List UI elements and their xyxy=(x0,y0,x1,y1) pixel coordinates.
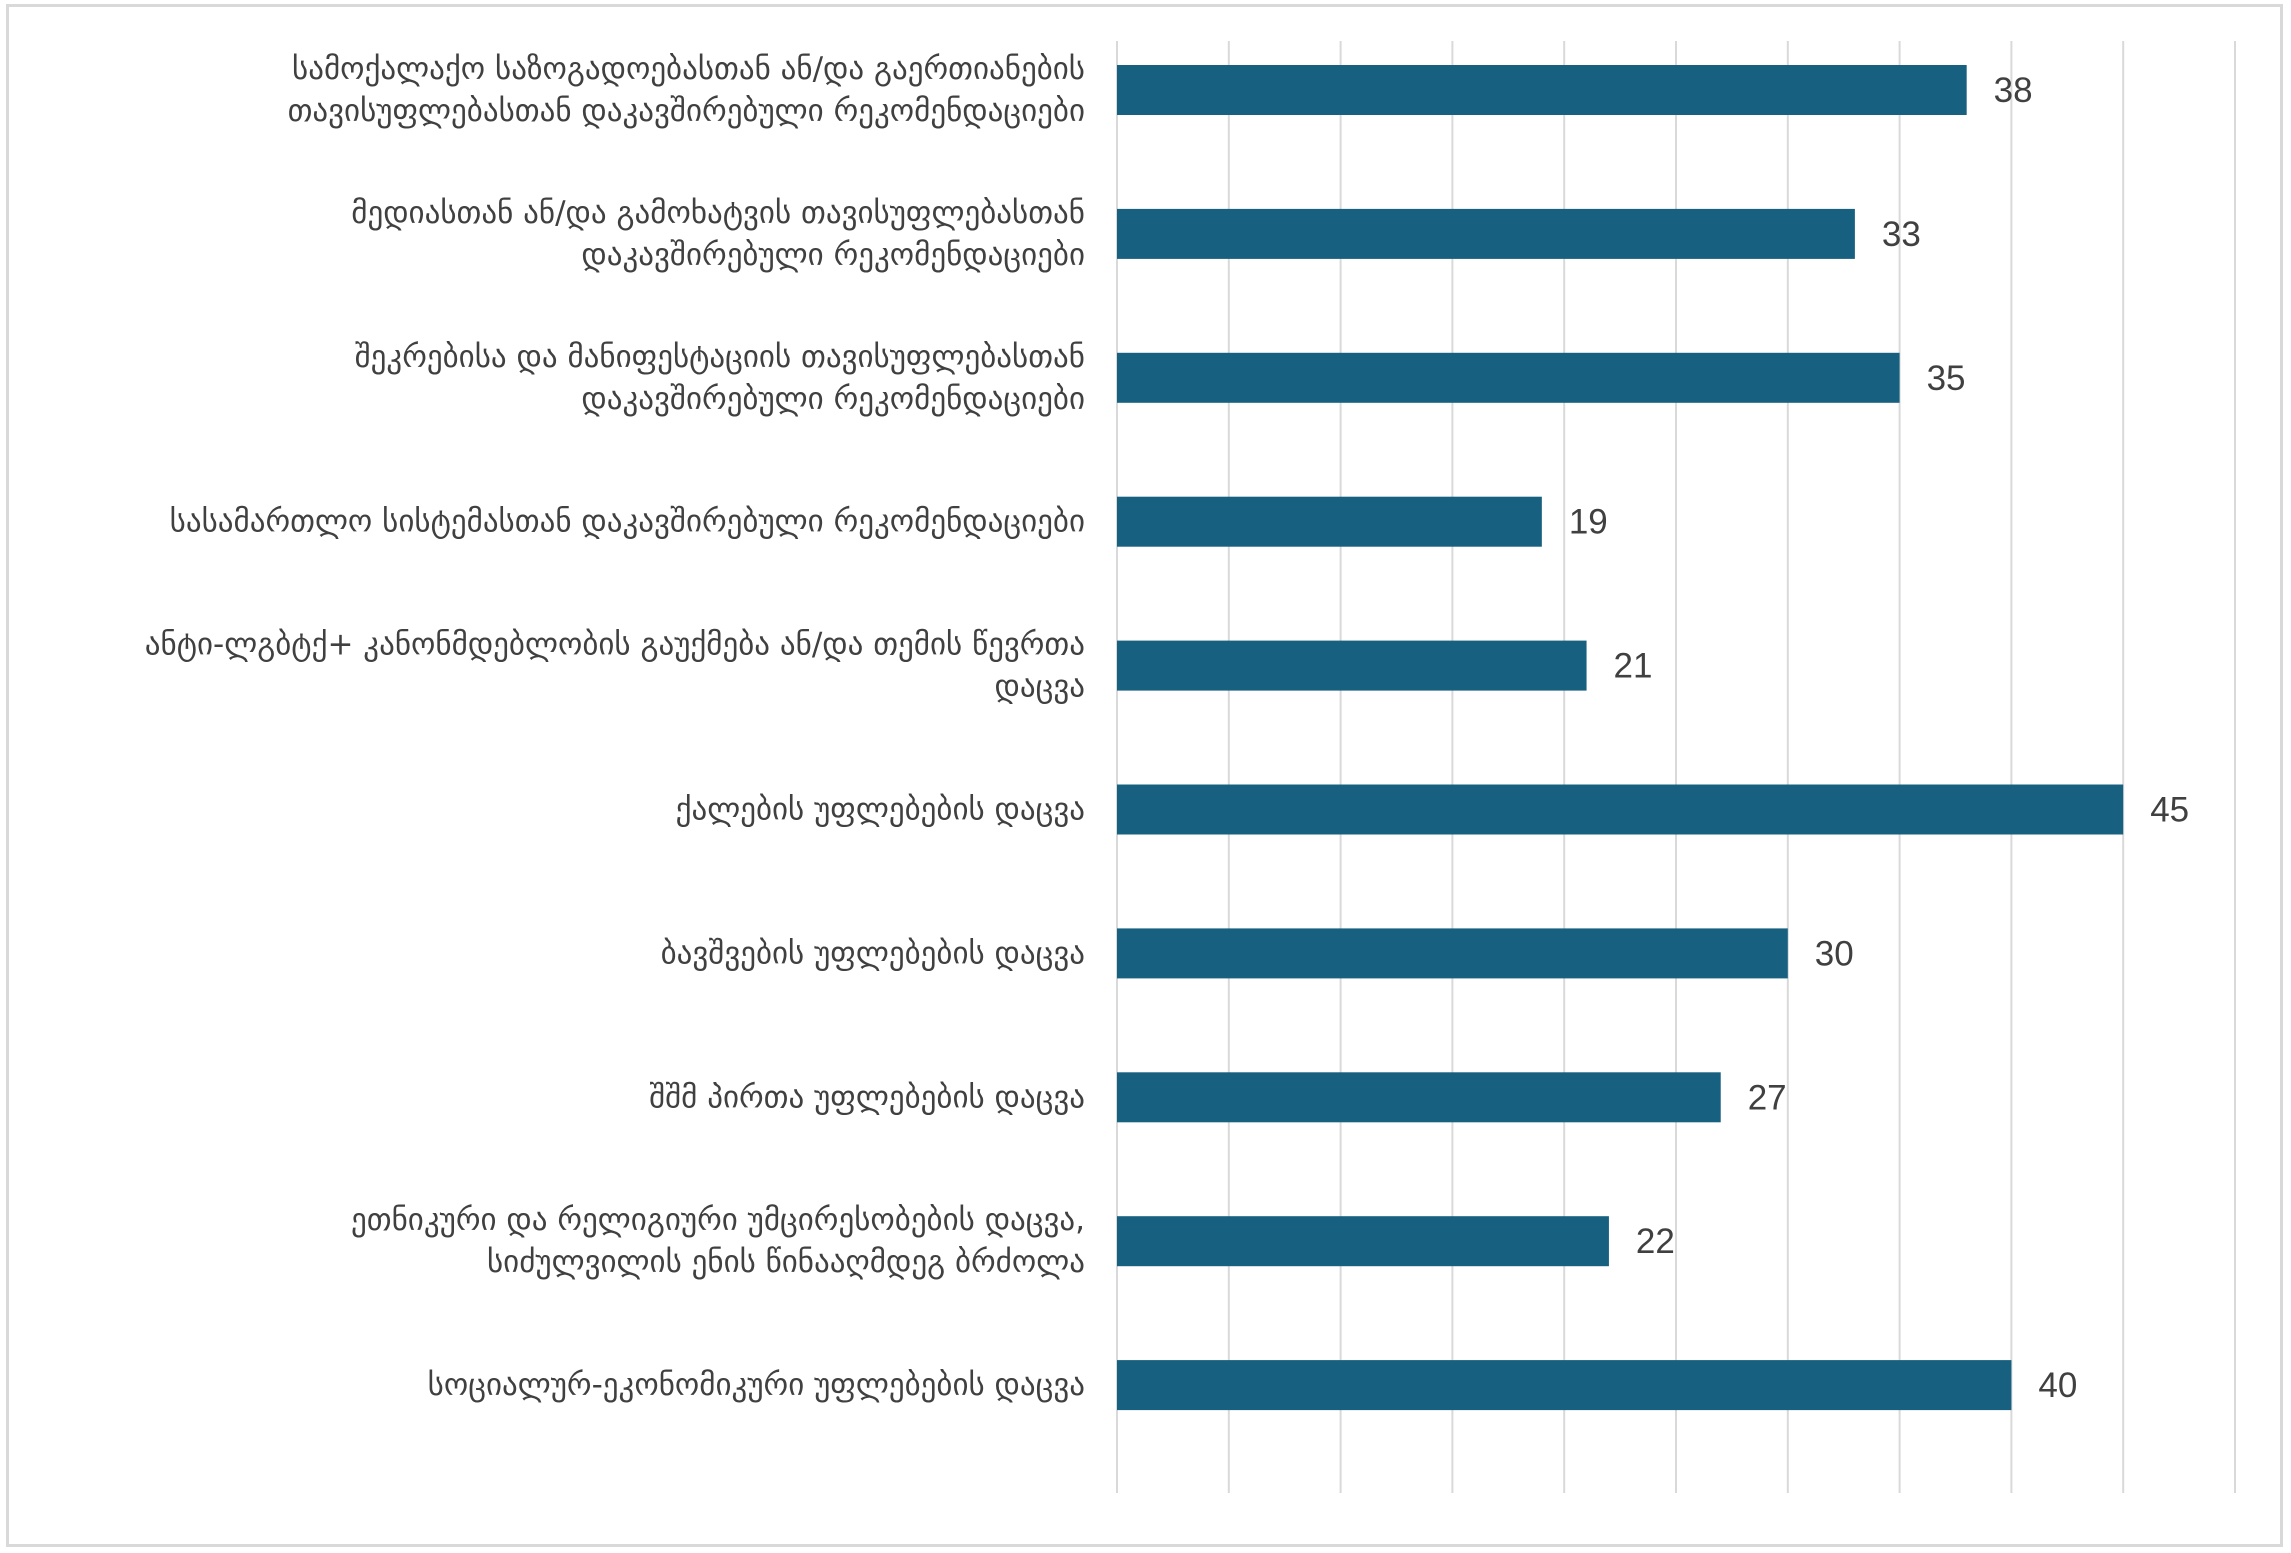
data-label: 35 xyxy=(1927,359,1966,398)
category-label-line: დაკავშირებული რეკომენდაციები xyxy=(581,381,1085,417)
data-label: 33 xyxy=(1882,215,1921,254)
category-label: შშმ პირთა უფლებების დაცვა xyxy=(649,1079,1085,1115)
category-label-line: სოციალურ-ეკონომიკური უფლებების დაცვა xyxy=(428,1367,1085,1403)
bar xyxy=(1117,65,1967,115)
data-label: 40 xyxy=(2038,1366,2077,1405)
bar xyxy=(1117,784,2124,835)
bar xyxy=(1117,1216,1609,1267)
bar xyxy=(1117,208,1855,259)
category-label: მედიასთან ან/და გამოხატვის თავისუფლებასთ… xyxy=(351,195,1085,273)
category-label: სამოქალაქო საზოგადოებასთან ან/და გაერთია… xyxy=(288,51,1085,129)
data-label: 27 xyxy=(1748,1078,1787,1117)
data-label: 30 xyxy=(1815,934,1854,973)
category-label-line: თავისუფლებასთან დაკავშირებული რეკომენდაც… xyxy=(288,93,1085,129)
category-label-line: შეკრებისა და მანიფესტაციის თავისუფლებასთ… xyxy=(355,339,1085,375)
data-label: 22 xyxy=(1636,1222,1675,1261)
bar-chart: სამოქალაქო საზოგადოებასთან ან/და გაერთია… xyxy=(145,41,2236,1493)
category-label: ეთნიკური და რელიგიური უმცირესობების დაცვ… xyxy=(351,1202,1085,1280)
category-label-line: შშმ პირთა უფლებების დაცვა xyxy=(649,1079,1085,1115)
category-label: შეკრებისა და მანიფესტაციის თავისუფლებასთ… xyxy=(355,339,1085,417)
category-label-line: ქალების უფლებების დაცვა xyxy=(676,792,1085,828)
chart-frame: სამოქალაქო საზოგადოებასთან ან/და გაერთია… xyxy=(6,4,2283,1547)
category-label-line: სიძულვილის ენის წინააღმდეგ ბრძოლა xyxy=(487,1244,1085,1280)
value-labels: 38 33 35 19 21 45 30 27 22 40 xyxy=(1569,71,2189,1405)
category-label-line: დაკავშირებული რეკომენდაციები xyxy=(581,237,1085,273)
category-label: ბავშვების უფლებების დაცვა xyxy=(661,935,1085,971)
gridlines xyxy=(1116,41,2236,1493)
category-label-line: დაცვა xyxy=(995,669,1085,705)
category-label-line: ანტი-ლგბტქ+ კანონმდებლობის გაუქმება ან/დ… xyxy=(145,627,1085,663)
data-label: 38 xyxy=(1994,71,2033,110)
data-label: 45 xyxy=(2150,791,2189,830)
category-label-line: ეთნიკური და რელიგიური უმცირესობების დაცვ… xyxy=(351,1202,1085,1238)
bar xyxy=(1117,928,1788,979)
category-label-line: მედიასთან ან/და გამოხატვის თავისუფლებასთ… xyxy=(351,195,1085,231)
category-label: ანტი-ლგბტქ+ კანონმდებლობის გაუქმება ან/დ… xyxy=(145,627,1085,705)
bar xyxy=(1117,352,1900,403)
bar xyxy=(1117,496,1542,547)
category-label: სასამართლო სისტემასთან დაკავშირებული რეკ… xyxy=(170,504,1085,540)
category-label-line: სამოქალაქო საზოგადოებასთან ან/და გაერთია… xyxy=(292,51,1085,87)
bar xyxy=(1117,1072,1721,1123)
bars xyxy=(1117,65,2124,1411)
data-label: 21 xyxy=(1614,647,1653,686)
bar xyxy=(1117,1360,2012,1411)
category-label-line: სასამართლო სისტემასთან დაკავშირებული რეკ… xyxy=(170,504,1085,540)
bar xyxy=(1117,640,1587,691)
category-labels: სამოქალაქო საზოგადოებასთან ან/და გაერთია… xyxy=(145,51,1085,1403)
category-label: სოციალურ-ეკონომიკური უფლებების დაცვა xyxy=(428,1367,1085,1403)
data-label: 19 xyxy=(1569,503,1608,542)
category-label: ქალების უფლებების დაცვა xyxy=(676,792,1085,828)
category-label-line: ბავშვების უფლებების დაცვა xyxy=(661,935,1085,971)
